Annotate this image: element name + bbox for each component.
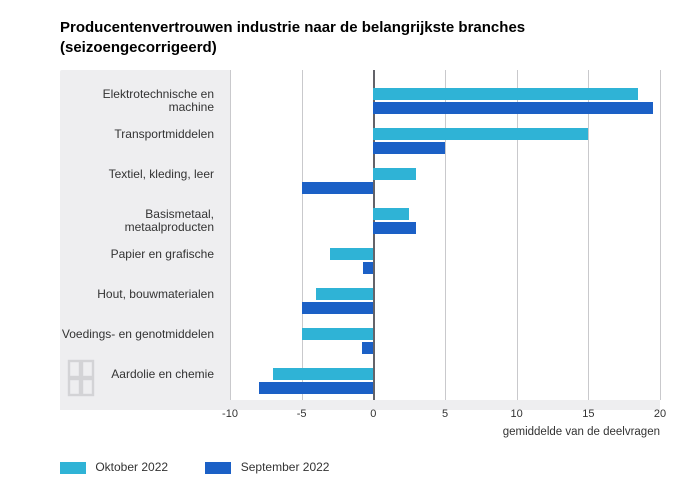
gridline [660,70,661,400]
bar [373,88,638,100]
gridline [517,70,518,400]
category-label: Textiel, kleding, leer [60,168,220,181]
legend-swatch-oktober [60,462,86,474]
x-tick-label: 15 [582,408,594,420]
legend-item-oktober: Oktober 2022 [60,460,168,474]
chart-plot-area: Elektrotechnische en machine Transportmid… [60,70,660,410]
x-tick-label: -10 [222,408,238,420]
category-label: Voedings- en genotmiddelen [60,328,220,341]
gridline [588,70,589,400]
legend-swatch-september [205,462,231,474]
gridline [302,70,303,400]
x-tick-label: 5 [442,408,448,420]
gridline [445,70,446,400]
bar [362,342,373,354]
x-tick-label: 0 [370,408,376,420]
category-label: Hout, bouw­materialen [60,288,220,301]
x-tick-label: -5 [297,408,307,420]
bar [373,128,588,140]
bar [373,168,416,180]
bar [316,288,373,300]
legend-item-september: September 2022 [205,460,329,474]
legend: Oktober 2022 September 2022 [60,460,363,474]
bar [259,382,374,394]
legend-label-september: September 2022 [241,460,330,474]
category-label: Basismetaal, metaalproducten [60,208,220,234]
category-label: Elektrotechnische en machine [60,88,220,114]
zero-line [373,70,375,400]
bar [373,208,409,220]
x-axis-labels: -10-505101520 [230,408,660,424]
x-tick-label: 20 [654,408,666,420]
bar [302,182,374,194]
chart-title: Producentenvertrouwen industrie naar de … [60,18,620,57]
gridline [230,70,231,400]
bar [302,302,374,314]
bar [373,222,416,234]
category-label: Papier en grafische [60,248,220,261]
bar [273,368,373,380]
bar [363,262,373,274]
category-label: Transportmiddelen [60,128,220,141]
bar [373,102,653,114]
bar [373,142,445,154]
chart-container: Producentenvertrouwen industrie naar de … [0,0,700,500]
bars-area [230,70,660,400]
x-tick-label: 10 [511,408,523,420]
legend-label-oktober: Oktober 2022 [95,460,168,474]
bar [330,248,373,260]
bar [302,328,374,340]
category-label: Aardolie en chemie [60,368,220,381]
x-axis-title: gemiddelde van de deelvragen [503,426,660,438]
